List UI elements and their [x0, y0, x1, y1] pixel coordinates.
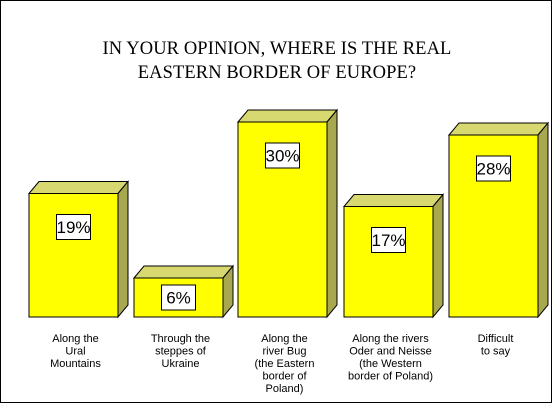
- chart-title: IN YOUR OPINION, WHERE IS THE REAL EASTE…: [1, 37, 552, 85]
- data-label: 17%: [371, 231, 405, 250]
- category-label-line: Ural: [65, 346, 85, 358]
- data-label-box: [56, 214, 91, 240]
- category-label-line: Through the: [151, 333, 210, 345]
- chart-title-line-1: IN YOUR OPINION, WHERE IS THE REAL: [102, 39, 452, 59]
- category-label-line: Mountains: [50, 358, 101, 370]
- category-label-line: Along the: [261, 333, 307, 345]
- bar: [28, 193, 119, 318]
- chart-title-line-2: EASTERN BORDER OF EUROPE?: [137, 63, 417, 83]
- data-label-box: [265, 142, 300, 169]
- data-label: 6%: [166, 289, 191, 308]
- category-label-line: Oder and Neisse: [349, 346, 432, 358]
- bar-top-face: [342, 194, 445, 207]
- bar-group: 28% Difficult to say: [447, 121, 550, 358]
- bar: [343, 206, 434, 318]
- bar-group: 6% Through the steppes of Ukraine: [132, 264, 235, 370]
- bar-top-face: [447, 122, 550, 136]
- category-label: Along the river Bug (the Eastern border of P…: [255, 333, 315, 395]
- data-label-box: [476, 155, 511, 182]
- category-label-line: Along the rivers: [352, 333, 429, 345]
- bar-group: 17% Along the rivers Oder and Neisse (the W…: [342, 193, 445, 383]
- bar-side-face: [537, 121, 549, 319]
- bar-side-face: [117, 180, 129, 319]
- bar-top-face: [132, 265, 235, 279]
- category-label: Along the rivers Oder and Neisse (the West…: [348, 333, 433, 383]
- data-label-box: [161, 284, 196, 311]
- bar-group: 19% Along the Ural Mountains: [27, 180, 130, 370]
- category-label-line: to say: [481, 346, 511, 358]
- data-label: 28%: [476, 160, 510, 179]
- category-label: Through the steppes of Ukraine: [151, 333, 210, 370]
- bar-side-face: [326, 108, 338, 319]
- bar-top-face: [27, 181, 130, 194]
- category-label-line: border of Poland): [348, 371, 433, 383]
- category-label-line: river Bug: [262, 346, 306, 358]
- category-label-line: steppes of: [155, 346, 207, 358]
- category-label-line: (the Western: [359, 358, 422, 370]
- bar-group: 30% Along the river Bug (the Eastern border …: [236, 108, 339, 395]
- category-label-line: Ukraine: [162, 358, 200, 370]
- category-label: Along the Ural Mountains: [50, 333, 101, 370]
- category-label-line: border of: [262, 371, 307, 383]
- category-label: Difficult to say: [478, 333, 514, 358]
- category-label-line: Difficult: [478, 333, 514, 345]
- bar-top-face: [236, 109, 339, 123]
- bar-side-face: [432, 193, 444, 319]
- data-label-box: [371, 227, 406, 253]
- category-label-line: (the Eastern: [255, 358, 315, 370]
- category-label-line: Along the: [52, 333, 98, 345]
- data-label: 30%: [265, 147, 299, 166]
- data-label: 19%: [56, 218, 90, 237]
- category-label-line: Poland): [266, 383, 304, 395]
